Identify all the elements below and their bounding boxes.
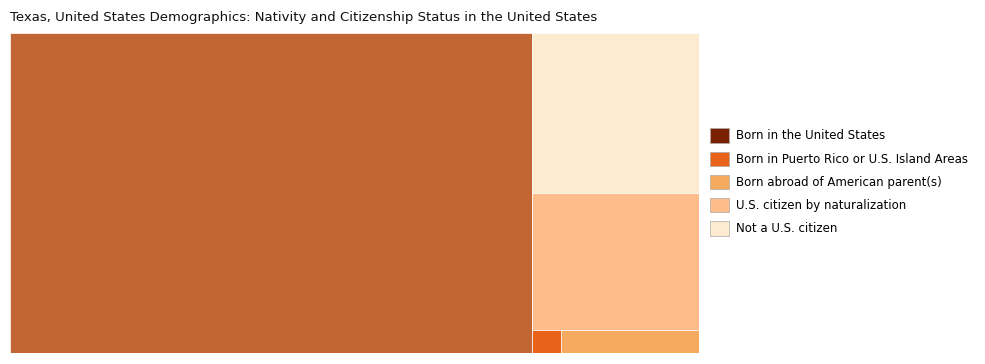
FancyBboxPatch shape [533,33,699,193]
FancyBboxPatch shape [561,330,699,353]
Text: Texas, United States Demographics: Nativity and Citizenship Status in the United: Texas, United States Demographics: Nativ… [10,11,597,24]
FancyBboxPatch shape [533,330,561,353]
Legend: Born in the United States, Born in Puerto Rico or U.S. Island Areas, Born abroad: Born in the United States, Born in Puert… [710,128,968,236]
FancyBboxPatch shape [10,33,533,353]
FancyBboxPatch shape [533,193,699,330]
